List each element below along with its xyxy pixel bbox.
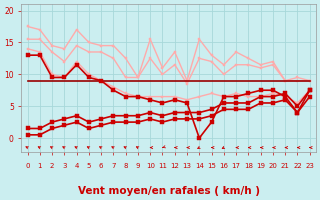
X-axis label: Vent moyen/en rafales ( km/h ): Vent moyen/en rafales ( km/h ) — [78, 186, 260, 196]
